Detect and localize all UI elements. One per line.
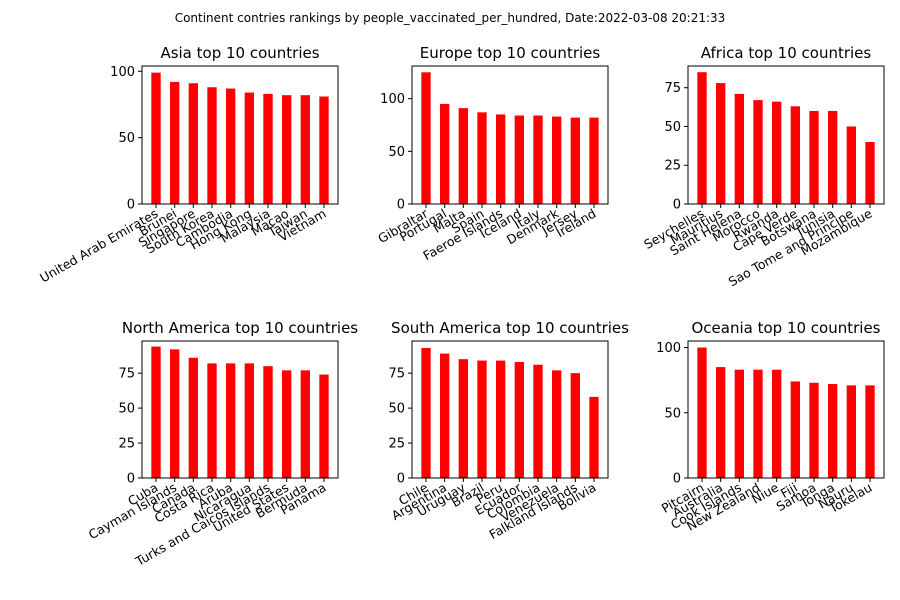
bar	[477, 112, 487, 204]
bar	[828, 384, 838, 478]
bar	[790, 106, 800, 204]
subplot-title: Europe top 10 countries	[420, 44, 601, 62]
bar	[533, 364, 543, 478]
bar	[589, 117, 599, 204]
y-tick-label: 50	[664, 406, 681, 421]
axes-frame	[141, 65, 339, 205]
bar	[697, 72, 707, 205]
bar	[170, 349, 180, 478]
bar	[846, 126, 856, 204]
bar	[734, 93, 744, 204]
y-tick-label: 0	[397, 198, 405, 213]
y-tick-label: 75	[118, 367, 135, 382]
y-tick-label: 25	[388, 437, 405, 452]
bar	[244, 92, 254, 204]
bar	[753, 100, 763, 204]
bar	[772, 369, 782, 478]
bar	[151, 346, 161, 478]
y-tick-label: 0	[673, 198, 681, 213]
bar	[552, 370, 562, 478]
axes-frame	[687, 340, 885, 479]
bar	[440, 103, 450, 204]
subplot-title: North America top 10 countries	[122, 319, 358, 337]
y-tick-label: 100	[110, 65, 135, 80]
bar	[421, 347, 431, 478]
y-tick-label: 75	[388, 367, 405, 382]
y-tick-label: 0	[127, 198, 135, 213]
bar	[188, 357, 198, 478]
subplot-title: Oceania top 10 countries	[691, 319, 880, 337]
subplot-title: Africa top 10 countries	[701, 44, 872, 62]
bar	[772, 101, 782, 204]
axes-frame	[141, 340, 339, 479]
x-tick-label: Fiji	[778, 480, 800, 501]
bar	[809, 382, 819, 478]
bar	[533, 115, 543, 204]
y-tick-label: 50	[664, 120, 681, 135]
bar	[477, 360, 487, 478]
bar	[496, 360, 506, 478]
y-tick-label: 100	[656, 341, 681, 356]
bar	[440, 353, 450, 478]
subplot-title: Asia top 10 countries	[160, 44, 319, 62]
axes-frame	[411, 65, 609, 205]
bar	[809, 110, 819, 204]
y-tick-label: 75	[664, 81, 681, 96]
bar	[570, 373, 580, 478]
bar	[734, 369, 744, 478]
bar	[514, 361, 524, 478]
bar	[226, 88, 236, 204]
bar	[421, 72, 431, 204]
bar	[828, 110, 838, 204]
axes-frame	[687, 65, 885, 205]
bar	[300, 370, 310, 478]
bar	[753, 369, 763, 478]
bar	[282, 95, 292, 204]
subplot-2: Africa top 10 countries0255075Seychelles…	[641, 44, 885, 289]
bar	[300, 95, 310, 204]
bar	[319, 374, 329, 478]
bar	[263, 93, 273, 204]
bar	[716, 367, 726, 478]
bar	[790, 381, 800, 478]
figure-suptitle: Continent contries rankings by people_va…	[175, 11, 726, 25]
bar	[496, 114, 506, 204]
bar	[263, 366, 273, 478]
y-tick-label: 100	[380, 92, 405, 107]
axes-frame	[411, 340, 609, 479]
bar	[282, 370, 292, 478]
y-tick-label: 50	[388, 402, 405, 417]
y-tick-label: 0	[673, 472, 681, 487]
bar	[846, 385, 856, 478]
y-tick-label: 50	[118, 402, 135, 417]
bar	[865, 385, 875, 478]
bar	[170, 81, 180, 204]
bar	[589, 396, 599, 478]
y-tick-label: 25	[664, 159, 681, 174]
y-tick-label: 50	[118, 131, 135, 146]
bar	[716, 83, 726, 204]
bar	[865, 141, 875, 204]
bar	[244, 363, 254, 478]
bar	[226, 363, 236, 478]
bar	[151, 72, 161, 204]
y-tick-label: 0	[127, 472, 135, 487]
y-tick-label: 0	[397, 472, 405, 487]
bar	[552, 116, 562, 204]
bar	[458, 108, 468, 204]
bar	[319, 96, 329, 204]
bar	[697, 347, 707, 478]
bar	[188, 83, 198, 204]
subplot-title: South America top 10 countries	[391, 319, 629, 337]
bar	[570, 117, 580, 204]
y-tick-label: 25	[118, 437, 135, 452]
bar	[514, 115, 524, 204]
bar	[207, 363, 217, 478]
y-tick-label: 50	[388, 145, 405, 160]
bar	[207, 87, 217, 204]
bar	[458, 359, 468, 478]
